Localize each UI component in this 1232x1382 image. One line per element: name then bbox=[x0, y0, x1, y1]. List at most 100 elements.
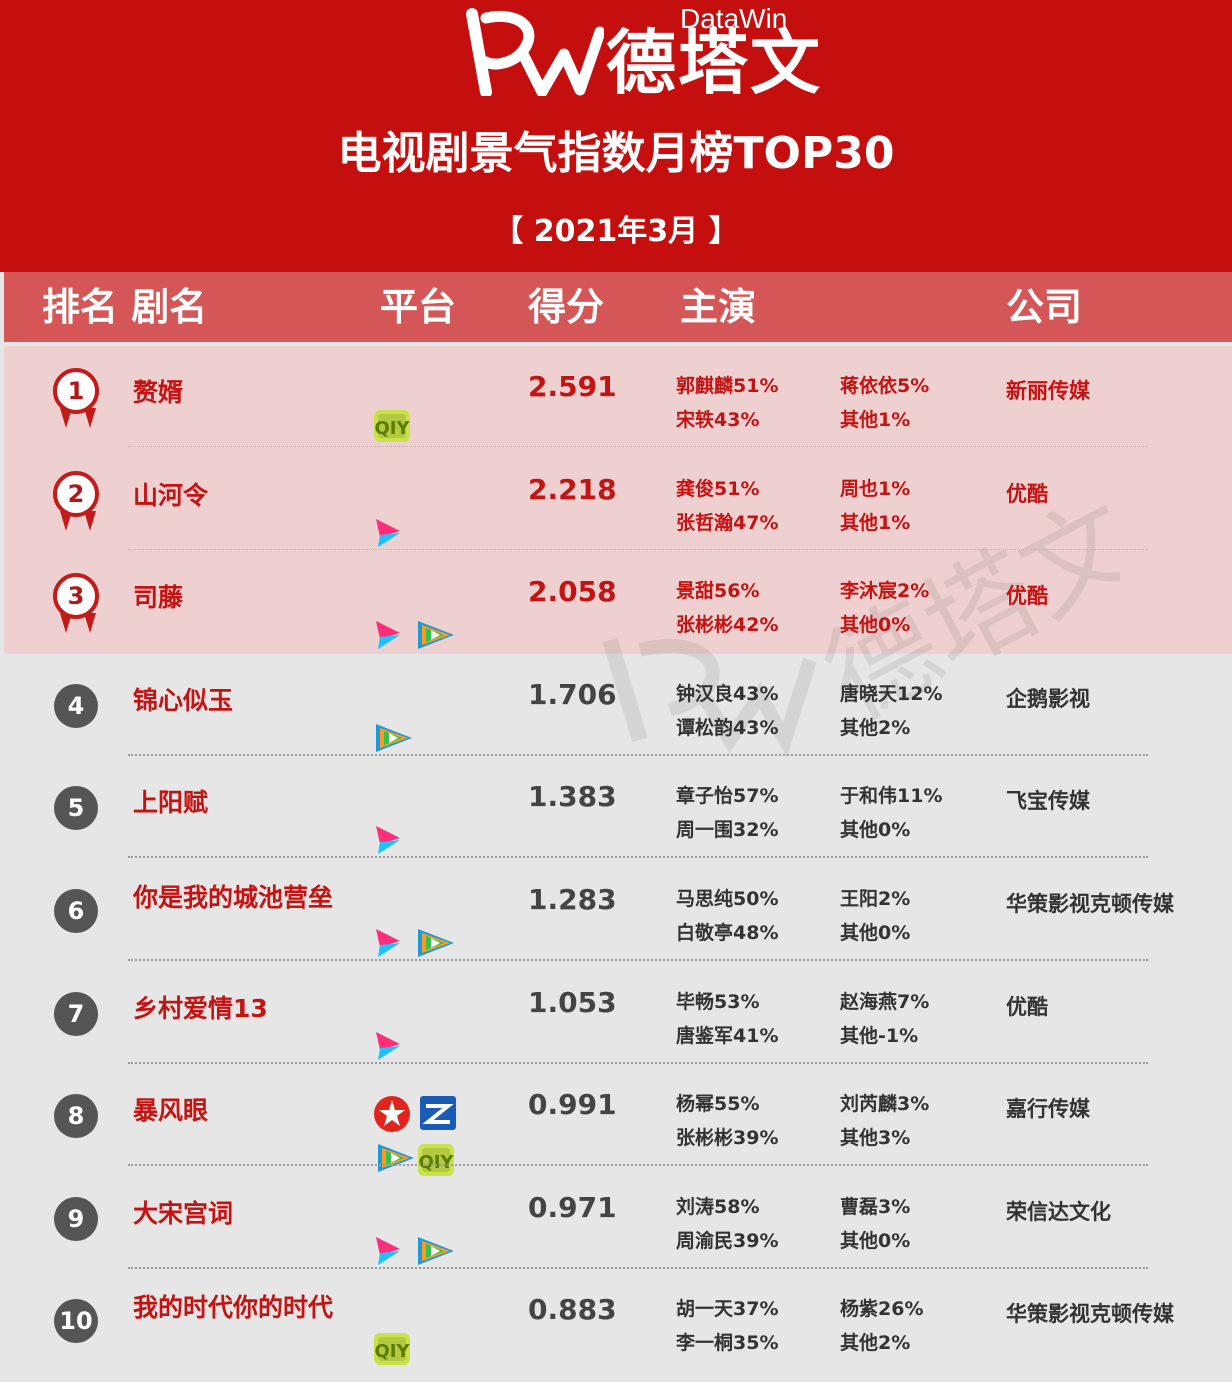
dragon-tv-icon bbox=[372, 1094, 412, 1134]
row-divider bbox=[128, 1267, 1148, 1269]
actor-share: 其他2% bbox=[840, 1332, 911, 1354]
actor-share: 其他1% bbox=[840, 409, 911, 431]
page-title: 电视剧景气指数月榜TOP30 bbox=[337, 128, 895, 179]
actor-share: 李一桐35% bbox=[676, 1332, 779, 1354]
actor-share: 曹磊3% bbox=[840, 1196, 911, 1218]
actor-share: 张彬彬39% bbox=[676, 1127, 779, 1149]
tencent-video-icon bbox=[414, 1233, 458, 1269]
company-name: 优酷 bbox=[1006, 995, 1048, 1019]
rank-badge: 3 bbox=[53, 573, 99, 619]
tencent-video-icon bbox=[372, 720, 416, 756]
svg-text:QIY: QIY bbox=[374, 1341, 410, 1362]
actor-share: 张彬彬42% bbox=[676, 614, 779, 636]
actor-share: 钟汉良43% bbox=[676, 683, 779, 705]
row-divider bbox=[128, 1062, 1148, 1064]
rank-badge: 10 bbox=[54, 1299, 98, 1343]
column-header-bar: 排名 剧名 平台 得分 主演 公司 bbox=[4, 272, 1232, 342]
row-divider bbox=[128, 754, 1148, 756]
actor-share: 李沐宸2% bbox=[840, 580, 930, 602]
score-value: 1.283 bbox=[528, 883, 617, 916]
actor-share: 其他0% bbox=[840, 614, 911, 636]
actor-share: 于和伟11% bbox=[840, 785, 943, 807]
drama-name[interactable]: 大宋宫词 bbox=[133, 1199, 234, 1228]
actor-share: 其他0% bbox=[840, 1230, 911, 1252]
header-banner: DataWin 德塔文 电视剧景气指数月榜TOP30 【 2021年3月 】 bbox=[0, 0, 1232, 272]
col-score: 得分 bbox=[528, 285, 605, 329]
col-rank-name: 排名 剧名 bbox=[42, 285, 208, 329]
drama-name[interactable]: 乡村爱情13 bbox=[133, 994, 268, 1023]
list-item: 1 赘婿 QIY 2.591 郭麒麟51% 宋轶43% 蒋依依5% 其他1% 新丽传媒 bbox=[0, 346, 1232, 448]
actor-share: 唐鉴军41% bbox=[676, 1025, 779, 1047]
drama-name[interactable]: 赘婿 bbox=[133, 378, 184, 407]
rank-badge: 1 bbox=[53, 368, 99, 414]
actor-share: 胡一天37% bbox=[676, 1298, 779, 1320]
top3-highlight-band bbox=[4, 346, 1232, 654]
actor-share: 毕畅53% bbox=[676, 991, 760, 1013]
row-divider bbox=[128, 446, 1148, 447]
company-name: 企鹅影视 bbox=[1006, 687, 1090, 711]
col-cast: 主演 bbox=[680, 285, 757, 329]
list-item: 5 上阳赋 1.383 章子怡57% 周一围32% 于和伟11% 其他0% 飞宝传媒 bbox=[0, 756, 1232, 858]
actor-share: 周渝民39% bbox=[676, 1230, 779, 1252]
drama-name[interactable]: 暴风眼 bbox=[133, 1096, 209, 1125]
actor-share: 其他2% bbox=[840, 717, 911, 739]
actor-share: 王阳2% bbox=[840, 888, 911, 910]
actor-share: 唐晓天12% bbox=[840, 683, 943, 705]
tencent-video-icon bbox=[414, 925, 458, 961]
score-value: 2.058 bbox=[528, 575, 617, 608]
actor-share: 龚俊51% bbox=[676, 478, 760, 500]
rank-badge: 8 bbox=[54, 1094, 98, 1138]
score-value: 2.218 bbox=[528, 473, 617, 506]
youku-icon bbox=[372, 1028, 404, 1064]
company-name: 新丽传媒 bbox=[1006, 379, 1090, 403]
actor-share: 赵海燕7% bbox=[840, 991, 930, 1013]
actor-share: 其他0% bbox=[840, 922, 911, 944]
date-label: 【 2021年3月 】 bbox=[493, 214, 739, 249]
svg-text:QIY: QIY bbox=[418, 1152, 454, 1173]
actor-share: 其他0% bbox=[840, 819, 911, 841]
score-value: 0.971 bbox=[528, 1191, 617, 1224]
score-value: 0.883 bbox=[528, 1293, 617, 1326]
actor-share: 章子怡57% bbox=[676, 785, 779, 807]
score-value: 1.706 bbox=[528, 678, 617, 711]
youku-icon bbox=[372, 822, 404, 858]
actor-share: 谭松韵43% bbox=[676, 717, 779, 739]
youku-icon bbox=[372, 515, 404, 551]
actor-share: 杨紫26% bbox=[840, 1298, 924, 1320]
drama-name[interactable]: 山河令 bbox=[133, 481, 209, 510]
list-item: 7 乡村爱情13 1.053 毕畅53% 唐鉴军41% 赵海燕7% 其他-1% 优酷 bbox=[0, 962, 1232, 1064]
score-value: 1.053 bbox=[528, 986, 617, 1019]
actor-share: 蒋依依5% bbox=[840, 375, 930, 397]
company-name: 华策影视克顿传媒 bbox=[1006, 1302, 1174, 1326]
rank-badge: 6 bbox=[54, 889, 98, 933]
actor-share: 其他3% bbox=[840, 1127, 911, 1149]
logo-english-text: DataWin bbox=[680, 3, 788, 34]
rank-badge: 5 bbox=[54, 786, 98, 830]
drama-name[interactable]: 我的时代你的时代 bbox=[133, 1293, 334, 1322]
actor-share: 马思纯50% bbox=[676, 888, 779, 910]
actor-share: 周一围32% bbox=[676, 819, 779, 841]
actor-share: 周也1% bbox=[840, 478, 911, 500]
list-item: 9 大宋宫词 0.971 刘涛58% 周渝民39% 曹磊3% 其他0% 荣信达文化 bbox=[0, 1167, 1232, 1269]
drama-name[interactable]: 上阳赋 bbox=[133, 788, 209, 817]
drama-name[interactable]: 你是我的城池营垒 bbox=[133, 883, 334, 912]
company-name: 华策影视克顿传媒 bbox=[1006, 892, 1174, 916]
col-platform: 平台 bbox=[380, 285, 457, 329]
actor-share: 张哲瀚47% bbox=[676, 512, 779, 534]
drama-name[interactable]: 司藤 bbox=[133, 583, 184, 612]
youku-icon bbox=[372, 925, 404, 961]
company-name: 飞宝传媒 bbox=[1006, 789, 1090, 813]
row-divider bbox=[128, 1164, 1148, 1166]
score-value: 1.383 bbox=[528, 780, 617, 813]
actor-share: 景甜56% bbox=[676, 580, 760, 602]
score-value: 0.991 bbox=[528, 1088, 617, 1121]
rank-badge: 9 bbox=[54, 1197, 98, 1241]
list-item: 10 我的时代你的时代 QIY 0.883 胡一天37% 李一桐35% 杨紫26% 其他2% 华… bbox=[0, 1269, 1232, 1371]
svg-text:QIY: QIY bbox=[374, 418, 410, 439]
drama-name[interactable]: 锦心似玉 bbox=[133, 686, 234, 715]
list-item: 4 锦心似玉 1.706 钟汉良43% 谭松韵43% 唐晓天12% 其他2% 企鹅影视 bbox=[0, 654, 1232, 756]
rank-badge: 4 bbox=[54, 684, 98, 728]
zhejiang-tv-icon bbox=[418, 1094, 458, 1132]
list-item: 3 司藤 2.058 景甜56% 张彬彬42% 李沐宸2% 其他0% 优酷 bbox=[0, 551, 1232, 653]
iqiyi-icon: QIY bbox=[372, 406, 412, 446]
